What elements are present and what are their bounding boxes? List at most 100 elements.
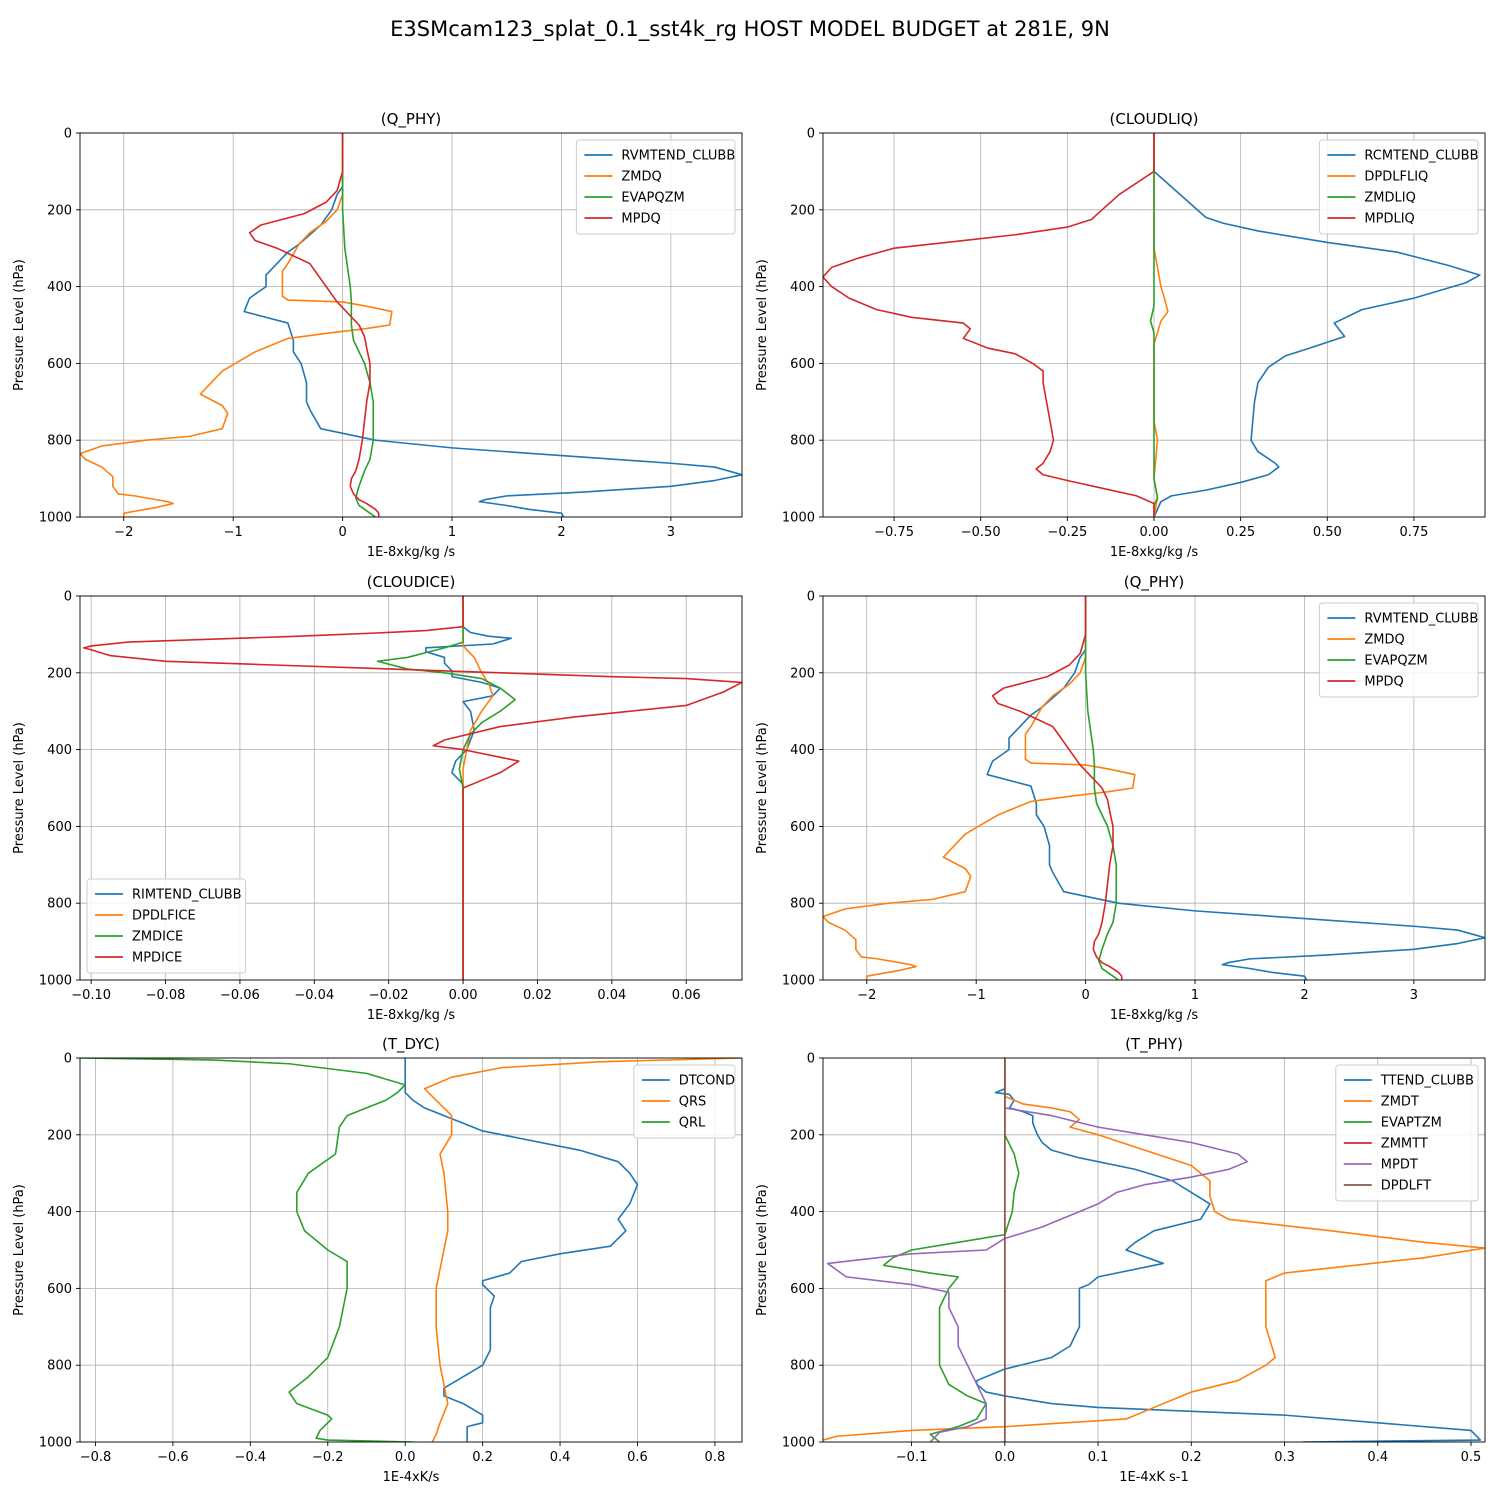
y-tick-label: 400 [790,1205,815,1220]
y-tick-label: 800 [47,1359,72,1374]
series-line-zmdliq [1149,133,1159,517]
legend-label: MPDICE [132,951,182,966]
y-tick-label: 200 [47,1128,72,1143]
series-line-dpdlfice [462,596,494,980]
x-tick-label: 0 [1081,988,1089,1003]
x-tick-label: −1 [224,525,243,540]
legend-box [1318,139,1479,235]
y-tick-label: 600 [47,1282,72,1297]
chart-panel-2: −0.75 −0.50 −0.25 0.00 0.25 0.50 0.75 0 200 400 60… [755,110,1486,560]
x-tick-label: 3 [1410,988,1418,1003]
y-tick-label: 1000 [39,974,72,989]
legend-box [633,1064,736,1139]
y-axis-label: Pressure Level (hPa) [12,1184,27,1316]
y-tick-label: 600 [47,820,72,835]
x-tick-label: −1 [967,988,986,1003]
series-group [82,596,742,980]
y-axis-label: Pressure Level (hPa) [12,722,27,854]
x-axis-label: 1E-8xkg/kg /s [367,545,456,560]
x-tick-label: 0.4 [550,1450,571,1465]
series-line-rcmtend-clubb [1153,133,1481,517]
legend-label: MPDT [1381,1158,1418,1173]
chart-panel-3: −0.10 −0.08 −0.06 −0.04 −0.02 0.00 0.02 0.04 0.0… [12,573,743,1023]
series-line-rvmtend-clubb [986,596,1485,980]
legend-label: DTCOND [679,1074,735,1089]
x-axis-label: 1E-4xK/s [383,1470,440,1485]
legend: DTCOND QRS QRL [633,1064,736,1139]
axes-frame [822,1057,1486,1443]
x-axis-label: 1E-8xkg/kg /s [1110,1008,1199,1023]
y-tick-label: 800 [790,897,815,912]
y-tick-label: 1000 [39,1436,72,1451]
x-tick-label: 0 [338,525,346,540]
x-tick-label: −2 [857,988,876,1003]
y-tick-label: 600 [790,1282,815,1297]
chart-title: (T_DYC) [382,1035,440,1054]
series-line-mpdliq [823,133,1155,517]
legend-label: ZMMTT [1381,1137,1428,1152]
y-tick-label: 600 [790,357,815,372]
x-tick-label: 1 [448,525,456,540]
y-tick-label: 400 [790,743,815,758]
legend: RIMTEND_CLUBB DPDLFICE ZMDICE MPDICE [86,878,247,974]
x-tick-label: 0.0 [395,1450,416,1465]
x-axis-label: 1E-4xK s-1 [1119,1470,1189,1485]
series-line-evapqzm [341,133,376,517]
legend-label: ZMDLIQ [1364,191,1415,206]
x-axis-label: 1E-8xkg/kg /s [1110,545,1199,560]
legend-label: RVMTEND_CLUBB [1364,612,1478,627]
series-line-mpdq [248,133,380,517]
x-tick-label: 0.4 [1367,1450,1388,1465]
y-tick-label: 400 [47,1205,72,1220]
legend-box [1335,1064,1479,1202]
legend-label: QRL [679,1116,706,1131]
x-tick-label: −0.8 [80,1450,112,1465]
y-tick-label: 200 [790,1128,815,1143]
x-tick-label: 0.6 [627,1450,648,1465]
chart-title: (Q_PHY) [1124,573,1185,592]
axes-frame [79,132,743,518]
y-tick-label: 200 [790,203,815,218]
series-line-zmdq [80,133,393,517]
legend-label: RVMTEND_CLUBB [621,149,735,164]
legend-label: MPDLIQ [1364,212,1414,227]
x-tick-label: −0.10 [71,988,111,1003]
legend-box [86,878,247,974]
series-line-qrs [423,1058,742,1442]
x-tick-label: −0.04 [294,988,334,1003]
legend: RVMTEND_CLUBB ZMDQ EVAPQZM MPDQ [575,139,736,235]
series-group [80,133,742,517]
y-tick-label: 400 [790,280,815,295]
y-axis-label: Pressure Level (hPa) [755,1184,770,1316]
legend-label: ZMDQ [621,170,661,185]
x-tick-label: 2 [557,525,565,540]
legend-label: ZMDT [1381,1095,1419,1110]
figure-title: E3SMcam123_splat_0.1_sst4k_rg HOST MODEL… [390,17,1110,42]
series-line-rvmtend-clubb [243,133,742,517]
series-group [823,596,1485,980]
y-axis-label: Pressure Level (hPa) [755,259,770,391]
x-tick-label: 0.25 [1226,525,1255,540]
legend-label: DPDLFT [1381,1179,1431,1194]
legend-label: QRS [679,1095,707,1110]
y-tick-label: 200 [47,203,72,218]
legend-box [575,139,736,235]
y-tick-label: 1000 [39,511,72,526]
x-tick-label: 0.50 [1313,525,1342,540]
x-tick-label: −0.50 [961,525,1001,540]
legend-label: TTEND_CLUBB [1380,1074,1474,1089]
x-tick-label: 0.0 [994,1450,1015,1465]
chart-panel-5: −0.8 −0.6 −0.4 −0.2 0.0 0.2 0.4 0.6 0.8 0 200 400 60… [12,1035,743,1485]
y-axis-label: Pressure Level (hPa) [755,722,770,854]
x-tick-label: 0.1 [1088,1450,1109,1465]
y-tick-label: 0 [807,590,815,605]
legend: RVMTEND_CLUBB ZMDQ EVAPQZM MPDQ [1318,602,1479,698]
x-tick-label: −0.1 [896,1450,928,1465]
series-line-zmdt [823,1058,1485,1441]
x-tick-label: 0.3 [1274,1450,1295,1465]
y-tick-label: 200 [47,666,72,681]
series-line-mpdice [82,596,742,980]
y-tick-label: 0 [64,127,72,142]
x-axis-label: 1E-8xkg/kg /s [367,1008,456,1023]
